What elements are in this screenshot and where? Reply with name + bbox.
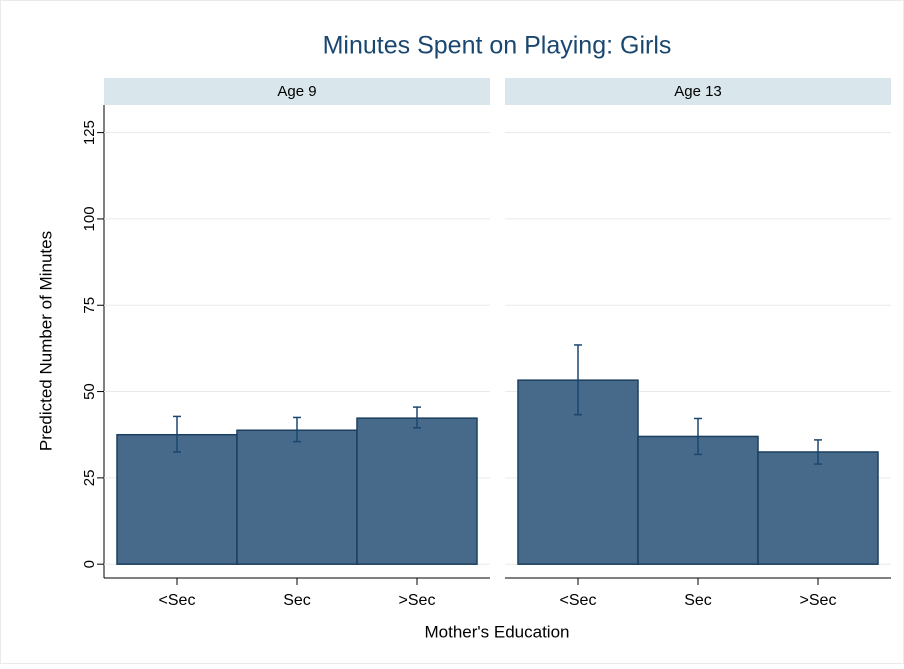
x-tick-label: >Sec <box>800 592 837 609</box>
panel-title: Age 9 <box>277 83 316 100</box>
x-tick-label: Sec <box>684 592 712 609</box>
y-tick-label: 75 <box>81 297 98 314</box>
error-bar <box>173 415 181 453</box>
bar <box>757 451 879 565</box>
error-bar <box>814 439 822 465</box>
bar <box>236 429 358 565</box>
error-bar <box>694 417 702 456</box>
y-tick-label: 25 <box>81 470 98 487</box>
y-tick-label: 50 <box>81 383 98 400</box>
x-tick-label: <Sec <box>159 592 196 609</box>
panel-title: Age 13 <box>674 83 722 100</box>
error-bar <box>293 416 301 443</box>
chart-title: Minutes Spent on Playing: Girls <box>323 32 672 60</box>
y-tick-label: 100 <box>81 206 98 231</box>
bar <box>356 417 478 565</box>
x-tick-label: >Sec <box>399 592 436 609</box>
x-axis-label: Mother's Education <box>425 622 570 641</box>
y-axis-label: Predicted Number of Minutes <box>36 231 55 451</box>
y-tick-label: 125 <box>81 120 98 145</box>
panel-header <box>505 78 891 105</box>
x-tick-label: Sec <box>283 592 311 609</box>
error-bar <box>574 344 582 416</box>
x-tick-label: <Sec <box>560 592 597 609</box>
error-bar <box>413 406 421 429</box>
bar <box>637 435 759 565</box>
panel-header <box>104 78 490 105</box>
bar <box>116 433 238 565</box>
y-tick-label: 0 <box>81 560 98 568</box>
